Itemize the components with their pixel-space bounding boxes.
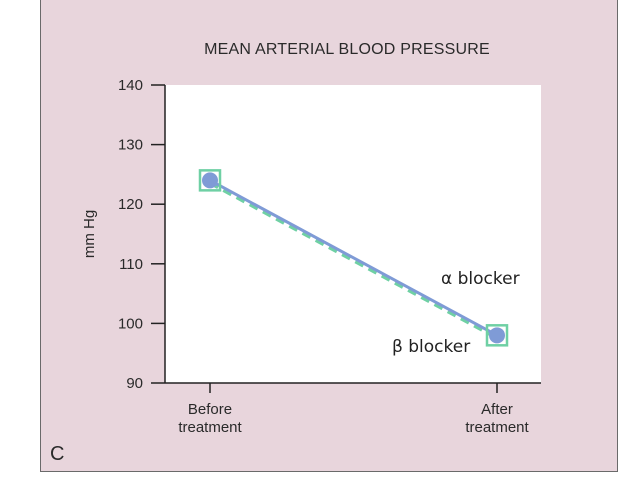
panel-letter: C (50, 443, 64, 465)
chart-title: MEAN ARTERIAL BLOOD PRESSURE (204, 41, 490, 58)
y-tick-label: 110 (119, 256, 143, 273)
x-tick-label: Before treatment (178, 401, 242, 436)
data-point-blocker (198, 169, 222, 192)
y-tick-label: 140 (118, 77, 143, 94)
y-tick-label: 130 (118, 137, 143, 154)
y-axis-label: mm Hg (81, 210, 98, 258)
series-line-blocker (209, 179, 498, 337)
data-point-blocker (485, 324, 509, 347)
series-label-alpha-blocker: α blocker (441, 269, 520, 289)
y-tick-label: 120 (118, 196, 143, 213)
x-tick-label: After treatment (465, 401, 529, 436)
y-tick-label: 90 (126, 375, 143, 392)
data-point-blocker (202, 172, 218, 189)
data-point-blocker (489, 327, 505, 344)
y-tick-label: 100 (118, 315, 143, 332)
series-label-beta-blocker: β blocker (392, 337, 470, 357)
plot-area (165, 85, 541, 383)
series-line-blocker (209, 182, 498, 340)
